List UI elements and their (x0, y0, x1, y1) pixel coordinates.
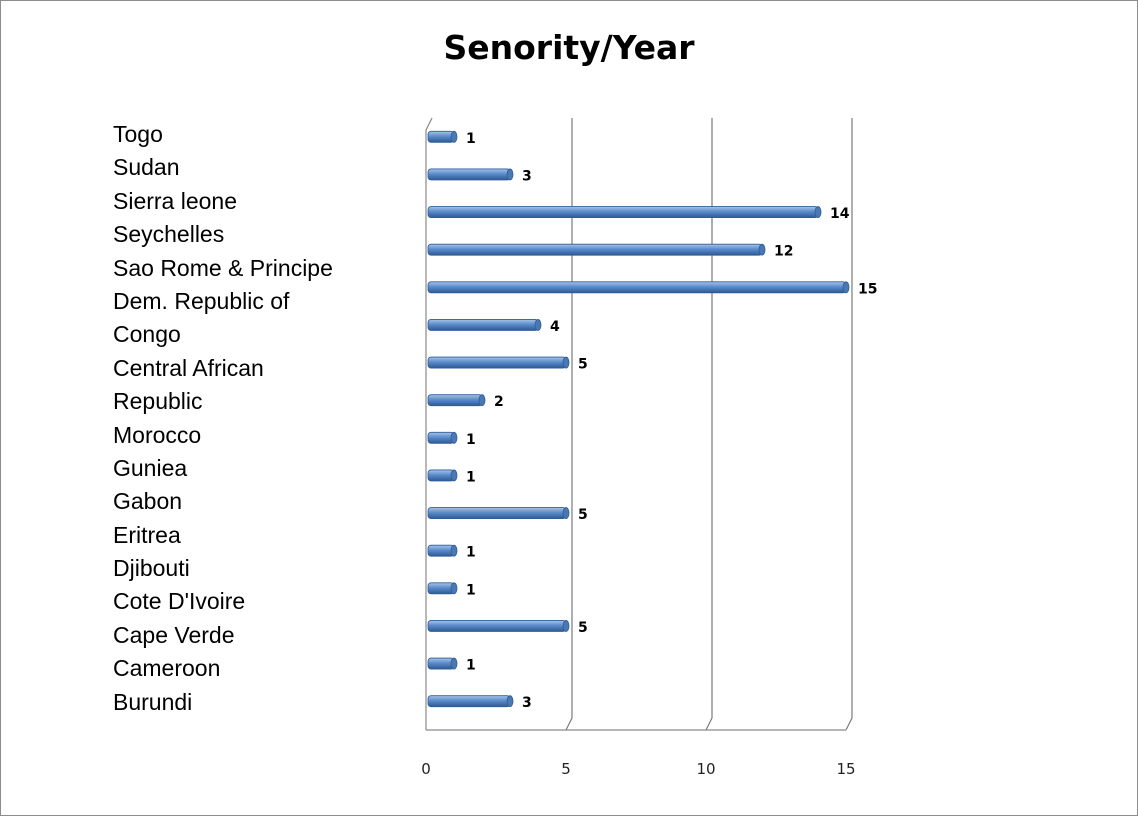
data-label: 1 (466, 131, 476, 147)
bar (427, 469, 455, 482)
bar (427, 281, 847, 294)
category-label: Dem. Republic of (113, 287, 290, 314)
bar (427, 657, 455, 670)
bar-end-cap (450, 431, 458, 444)
grid-lines (565, 118, 853, 731)
bar-end-cap (450, 469, 458, 482)
bar (427, 431, 455, 444)
bar-end-cap (478, 394, 486, 407)
category-label: Sao Rome & Principe (113, 254, 333, 281)
bar (427, 130, 455, 143)
bar (427, 695, 511, 708)
category-label: Cameroon (113, 655, 221, 682)
data-label: 15 (858, 281, 877, 297)
bar-end-cap (450, 544, 458, 557)
category-label: Congo (113, 321, 181, 348)
category-label: Sudan (113, 154, 180, 181)
bar (427, 582, 455, 595)
bar (427, 394, 483, 407)
bar-end-cap (562, 620, 570, 632)
category-label: Cape Verde (113, 621, 235, 648)
category-label: Seychelles (113, 221, 225, 248)
bar-end-cap (450, 582, 458, 595)
data-label: 4 (550, 319, 560, 335)
grid-line (705, 118, 713, 731)
category-label-list: Togo Sudan Sierra leone Seychelles Sao Rome … (113, 118, 413, 719)
data-label: 3 (522, 168, 532, 184)
bar-end-cap (506, 168, 514, 181)
data-label: 1 (466, 658, 476, 674)
data-label: 5 (578, 620, 588, 636)
x-tick-label: 5 (561, 760, 571, 778)
data-label: 1 (466, 432, 476, 448)
bar-end-cap (842, 281, 850, 294)
bar (427, 319, 539, 331)
bar (427, 243, 763, 256)
x-tick-label: 0 (421, 760, 431, 778)
bar-end-cap (758, 243, 766, 256)
bar (427, 356, 567, 369)
data-label: 5 (578, 357, 588, 373)
y-axis-wall (425, 117, 433, 730)
bar-end-cap (450, 657, 458, 670)
data-label: 2 (494, 394, 504, 410)
bar-end-cap (534, 319, 542, 331)
data-label: 1 (466, 582, 476, 598)
chart-title: Senority/Year (443, 28, 695, 67)
category-label: Central African (113, 354, 264, 381)
bar (427, 620, 567, 632)
bar-end-cap (562, 356, 570, 369)
axis-lines (425, 117, 846, 731)
data-label: 5 (578, 507, 588, 523)
grid-line (565, 118, 573, 731)
bar (427, 206, 819, 218)
bars (427, 130, 850, 708)
data-label: 14 (830, 206, 850, 222)
category-label: Sierra leone (113, 187, 238, 214)
bar (427, 544, 455, 557)
category-label: Djibouti (113, 555, 190, 582)
bar (427, 168, 511, 181)
data-label: 12 (774, 244, 793, 260)
category-label: Gabon (113, 488, 183, 515)
data-label: 3 (522, 695, 532, 711)
grid-line (845, 118, 853, 731)
x-tick-label: 10 (696, 760, 715, 778)
x-tick-label: 15 (836, 760, 855, 778)
category-label: Eritrea (113, 521, 181, 548)
data-label: 1 (466, 545, 476, 561)
bar-end-cap (814, 206, 822, 218)
category-label: Guniea (113, 454, 188, 481)
category-label: Morocco (113, 421, 202, 448)
bar-end-cap (506, 695, 514, 708)
bar-end-cap (450, 130, 458, 143)
category-label: Togo (113, 121, 163, 147)
bar-end-cap (562, 507, 570, 519)
bar (427, 507, 567, 519)
data-label: 1 (466, 469, 476, 485)
category-label: Republic (113, 388, 203, 415)
x-tick-labels: 0 5 10 15 (421, 760, 855, 778)
category-label: Cote D'Ivoire (113, 588, 246, 615)
category-label: Burundi (113, 688, 193, 715)
